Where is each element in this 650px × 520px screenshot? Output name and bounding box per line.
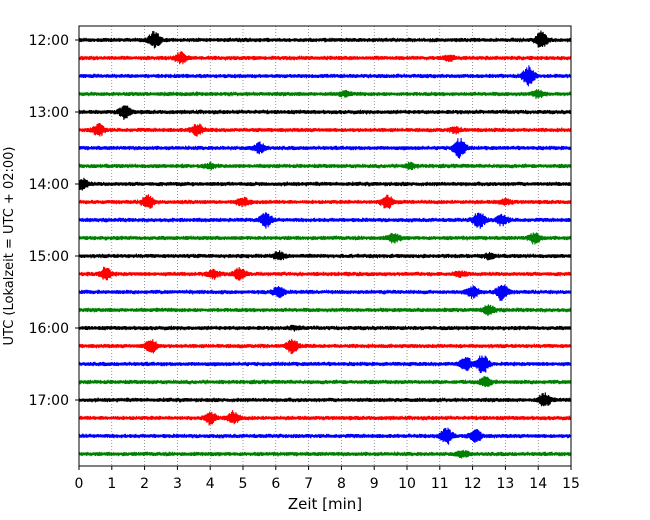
trace-1445 [78,232,572,245]
x-tick-label-13: 13 [496,476,514,492]
trace-1615 [78,338,572,355]
y-tick-label-3: 15:00 [29,249,69,265]
x-tick-label-15: 15 [562,476,580,492]
x-tick-label-14: 14 [529,476,547,492]
trace-1430 [78,212,572,229]
grid-lines [111,26,539,466]
trace-1715 [78,410,572,426]
trace-1600 [78,324,572,332]
x-tick-label-5: 5 [239,476,248,492]
y-tick-label-2: 14:00 [29,177,69,193]
y-axis-label: UTC (Lokalzeit = UTC + 02:00) [2,147,17,346]
x-axis-label: Zeit [min] [288,495,362,513]
trace-1200 [78,30,572,49]
trace-1700 [78,392,572,407]
trace-1400 [78,177,572,191]
x-tick-label-3: 3 [173,476,182,492]
y-tick-label-5: 17:00 [29,393,69,409]
y-tick-label-0: 12:00 [29,33,69,49]
trace-1245 [78,89,572,99]
x-tick-label-1: 1 [107,476,116,492]
x-tick-label-12: 12 [464,476,482,492]
trace-1415 [78,194,572,209]
trace-1745 [78,449,572,459]
trace-1645 [78,376,572,388]
x-tick-label-9: 9 [370,476,379,492]
x-tick-label-0: 0 [75,476,84,492]
trace-1630 [78,355,572,374]
x-tick-label-6: 6 [271,476,280,492]
trace-1515 [78,266,572,281]
x-tick-label-7: 7 [304,476,313,492]
trace-1215 [78,51,572,65]
trace-1345 [78,161,572,171]
trace-1330 [78,138,572,159]
trace-1730 [78,427,572,445]
x-tick-label-2: 2 [140,476,149,492]
plot-frame [78,25,572,467]
x-axis-ticks: 0 1 2 3 4 5 6 7 8 9 10 11 12 13 14 15 [75,466,580,492]
x-tick-label-11: 11 [431,476,449,492]
y-tick-label-4: 16:00 [29,321,69,337]
x-tick-label-10: 10 [398,476,416,492]
trace-1530 [78,284,572,301]
y-tick-label-1: 13:00 [29,105,69,121]
trace-1300 [78,105,572,120]
trace-lines [78,30,572,459]
y-axis-ticks: 12:00 13:00 14:00 15:00 16:00 17:00 [29,33,79,409]
trace-1315 [78,122,572,137]
x-tick-label-8: 8 [337,476,346,492]
trace-1500 [78,250,572,261]
trace-1545 [78,304,572,317]
x-tick-label-4: 4 [206,476,215,492]
trace-1230 [78,65,572,87]
